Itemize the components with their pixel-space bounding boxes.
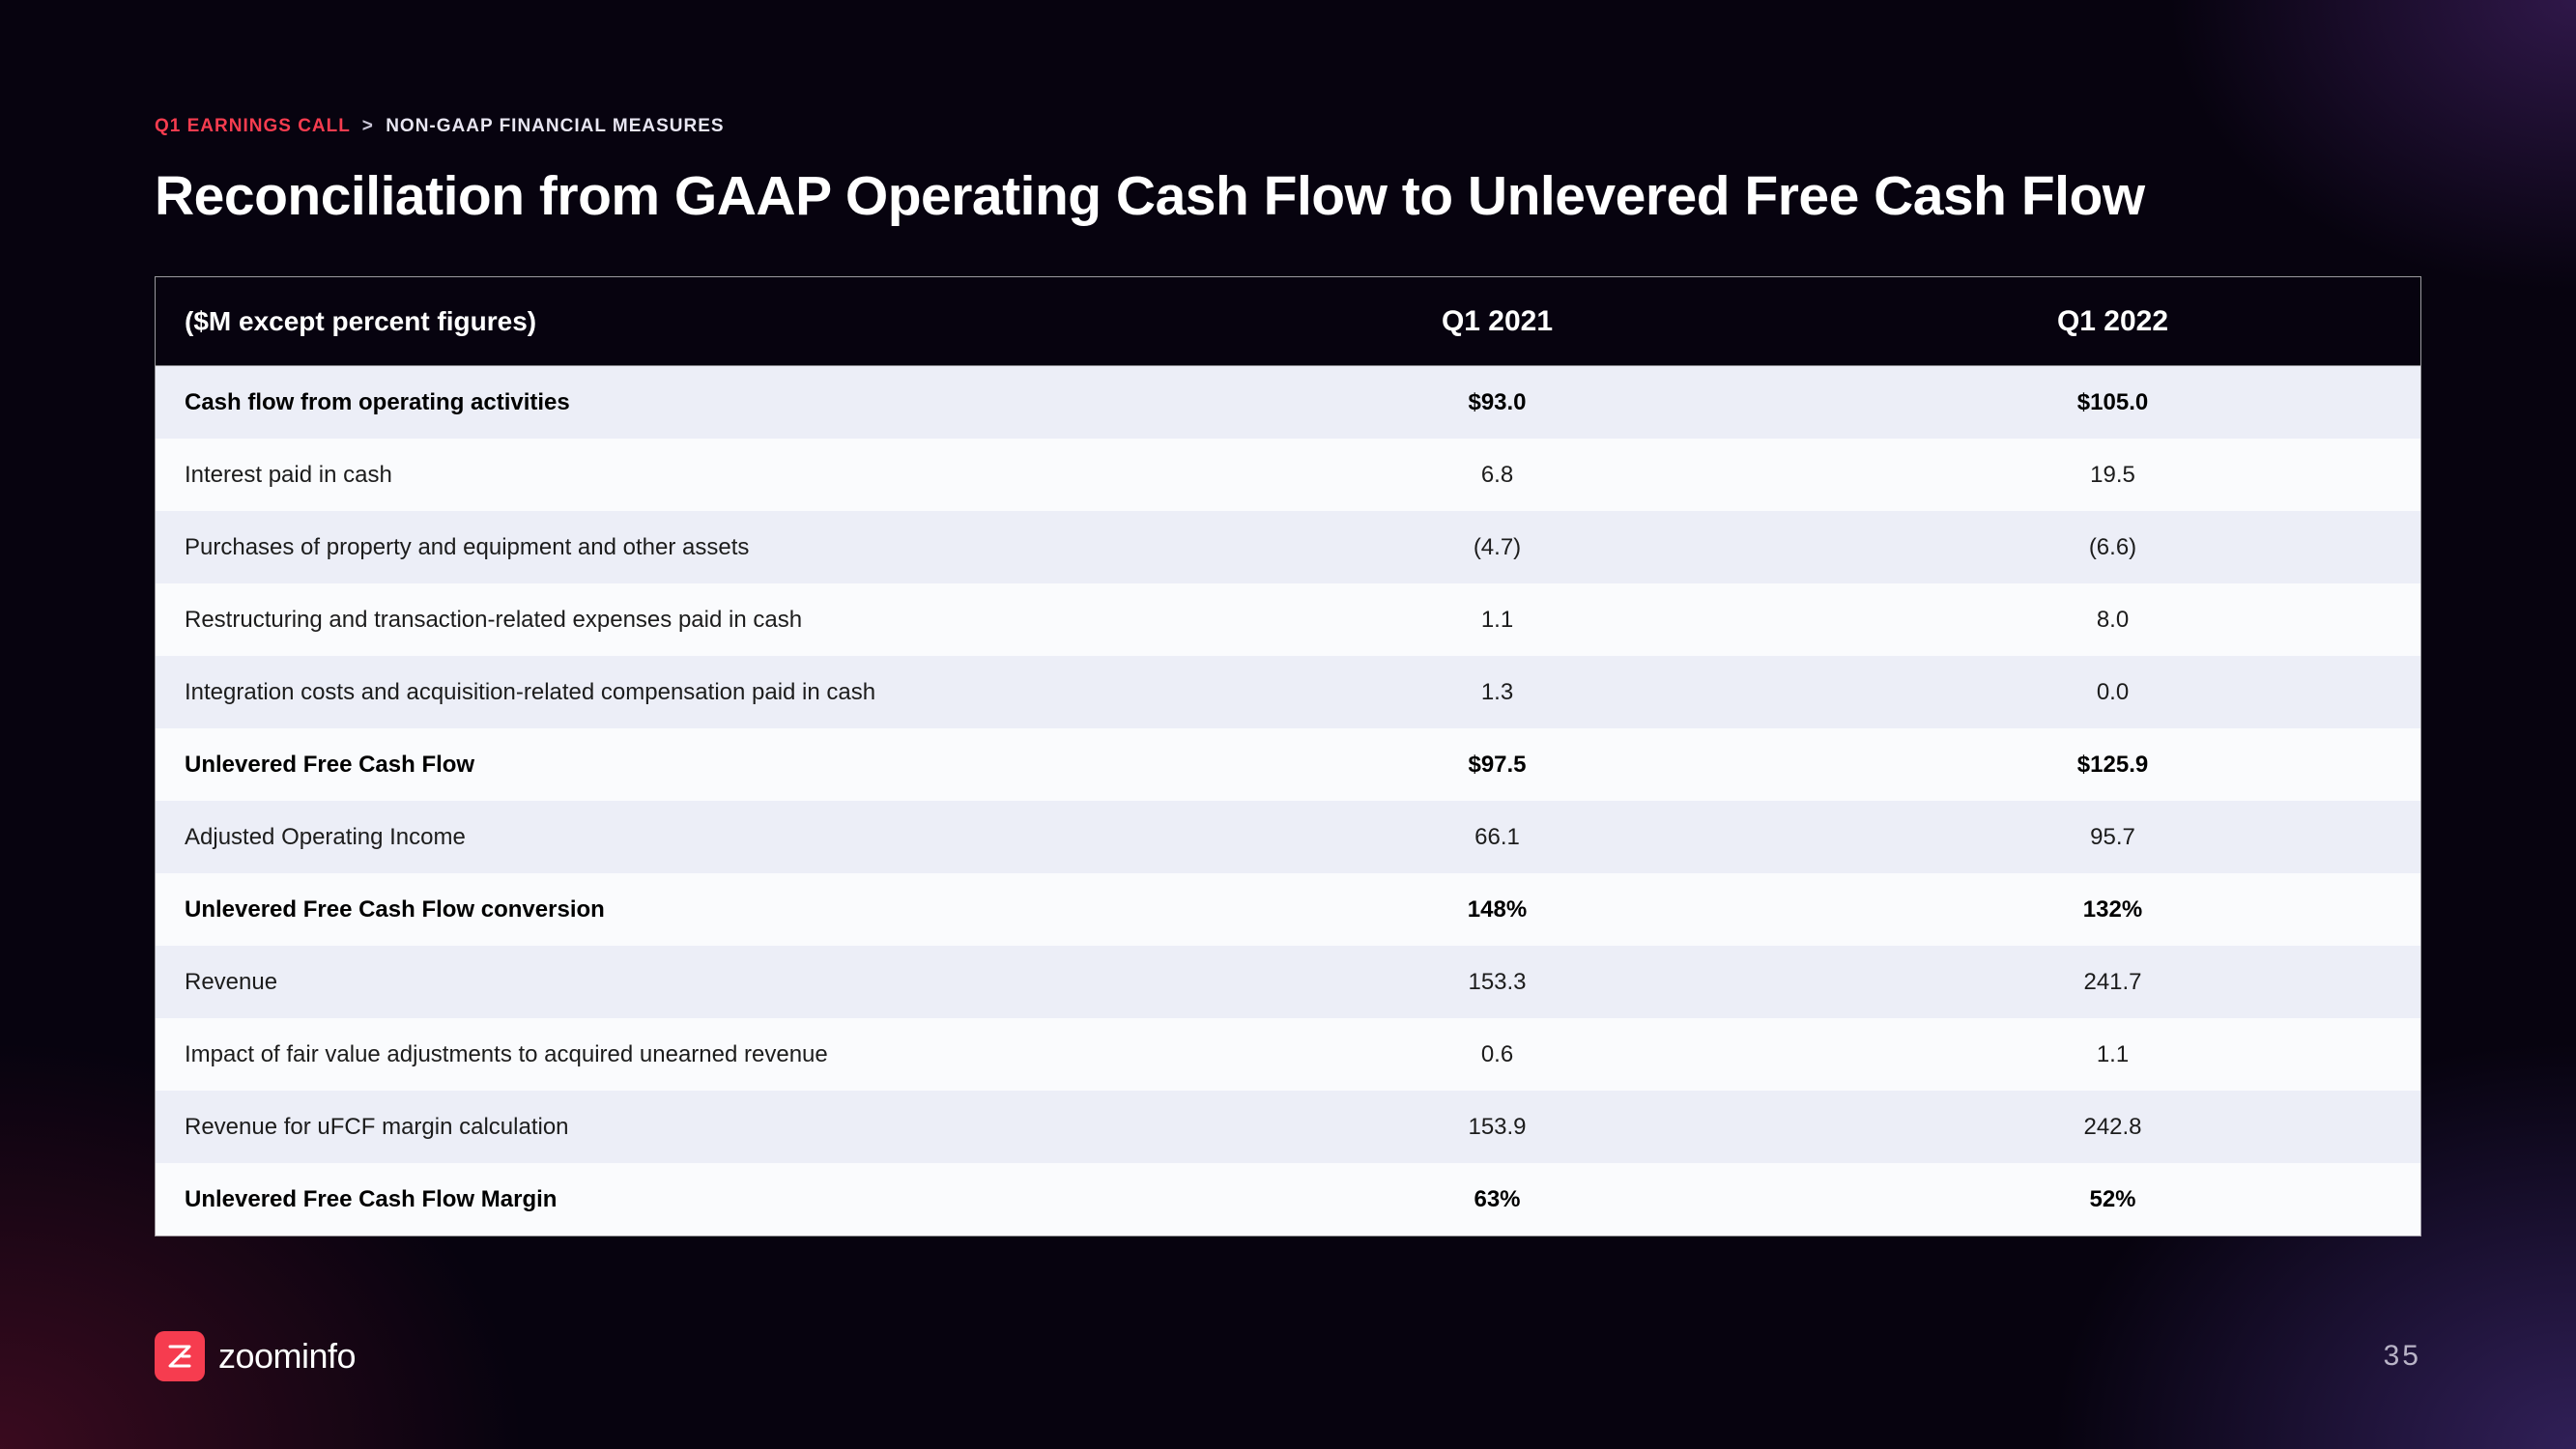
- brand-logo: zoominfo: [155, 1331, 356, 1381]
- table-row: Unlevered Free Cash Flow$97.5$125.9: [156, 728, 2420, 801]
- row-value-q1-2022: (6.6): [1805, 534, 2420, 561]
- brand-logo-icon: [155, 1331, 205, 1381]
- row-label: Purchases of property and equipment and …: [156, 534, 1189, 561]
- row-value-q1-2021: $93.0: [1189, 389, 1805, 416]
- row-label: Revenue for uFCF margin calculation: [156, 1114, 1189, 1141]
- table-row: Purchases of property and equipment and …: [156, 511, 2420, 583]
- table-body: Cash flow from operating activities$93.0…: [156, 366, 2420, 1236]
- row-label: Restructuring and transaction-related ex…: [156, 607, 1189, 634]
- table-row: Cash flow from operating activities$93.0…: [156, 366, 2420, 439]
- table-row: Unlevered Free Cash Flow Margin63%52%: [156, 1163, 2420, 1236]
- row-value-q1-2022: $105.0: [1805, 389, 2420, 416]
- row-value-q1-2022: 19.5: [1805, 462, 2420, 489]
- breadcrumb-part1: Q1 EARNINGS CALL: [155, 116, 351, 136]
- row-label: Unlevered Free Cash Flow: [156, 752, 1189, 779]
- row-value-q1-2021: $97.5: [1189, 752, 1805, 779]
- table-row: Integration costs and acquisition-relate…: [156, 656, 2420, 728]
- page-number: 35: [2384, 1340, 2421, 1373]
- brand-name: zoominfo: [218, 1336, 356, 1377]
- table-header-row: ($M except percent figures) Q1 2021 Q1 2…: [156, 277, 2420, 366]
- row-value-q1-2022: 0.0: [1805, 679, 2420, 706]
- row-value-q1-2022: 132%: [1805, 896, 2420, 923]
- row-value-q1-2021: 6.8: [1189, 462, 1805, 489]
- table-header-col2: Q1 2022: [1805, 305, 2420, 338]
- page-title: Reconciliation from GAAP Operating Cash …: [155, 164, 2421, 228]
- row-label: Revenue: [156, 969, 1189, 996]
- row-value-q1-2022: 8.0: [1805, 607, 2420, 634]
- reconciliation-table: ($M except percent figures) Q1 2021 Q1 2…: [155, 276, 2421, 1236]
- row-value-q1-2022: 1.1: [1805, 1041, 2420, 1068]
- row-label: Integration costs and acquisition-relate…: [156, 679, 1189, 706]
- slide: Q1 EARNINGS CALL > NON-GAAP FINANCIAL ME…: [0, 0, 2576, 1449]
- row-label: Impact of fair value adjustments to acqu…: [156, 1041, 1189, 1068]
- row-value-q1-2021: 153.9: [1189, 1114, 1805, 1141]
- table-row: Adjusted Operating Income66.195.7: [156, 801, 2420, 873]
- row-value-q1-2022: 242.8: [1805, 1114, 2420, 1141]
- table-header-col1: Q1 2021: [1189, 305, 1805, 338]
- row-value-q1-2021: 1.1: [1189, 607, 1805, 634]
- row-label: Cash flow from operating activities: [156, 389, 1189, 416]
- row-value-q1-2022: $125.9: [1805, 752, 2420, 779]
- row-value-q1-2021: 66.1: [1189, 824, 1805, 851]
- row-label: Interest paid in cash: [156, 462, 1189, 489]
- table-row: Interest paid in cash6.819.5: [156, 439, 2420, 511]
- table-row: Revenue for uFCF margin calculation153.9…: [156, 1091, 2420, 1163]
- breadcrumb-separator: >: [362, 116, 374, 136]
- row-label: Unlevered Free Cash Flow Margin: [156, 1186, 1189, 1213]
- row-value-q1-2021: 0.6: [1189, 1041, 1805, 1068]
- table-row: Impact of fair value adjustments to acqu…: [156, 1018, 2420, 1091]
- row-value-q1-2022: 52%: [1805, 1186, 2420, 1213]
- row-label: Adjusted Operating Income: [156, 824, 1189, 851]
- table-row: Unlevered Free Cash Flow conversion148%1…: [156, 873, 2420, 946]
- breadcrumb: Q1 EARNINGS CALL > NON-GAAP FINANCIAL ME…: [155, 116, 2421, 137]
- row-value-q1-2022: 95.7: [1805, 824, 2420, 851]
- row-value-q1-2021: 1.3: [1189, 679, 1805, 706]
- row-label: Unlevered Free Cash Flow conversion: [156, 896, 1189, 923]
- row-value-q1-2021: 153.3: [1189, 969, 1805, 996]
- footer: zoominfo 35: [155, 1331, 2421, 1381]
- table-row: Restructuring and transaction-related ex…: [156, 583, 2420, 656]
- row-value-q1-2021: 148%: [1189, 896, 1805, 923]
- table-header-label: ($M except percent figures): [156, 306, 1189, 337]
- table-row: Revenue153.3241.7: [156, 946, 2420, 1018]
- row-value-q1-2022: 241.7: [1805, 969, 2420, 996]
- row-value-q1-2021: 63%: [1189, 1186, 1805, 1213]
- row-value-q1-2021: (4.7): [1189, 534, 1805, 561]
- breadcrumb-part2: NON-GAAP FINANCIAL MEASURES: [386, 116, 724, 136]
